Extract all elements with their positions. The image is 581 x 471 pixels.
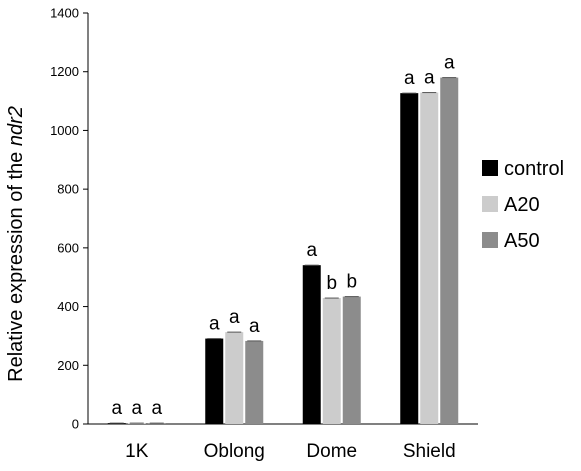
y-axis-label: Relative expression of the ndr2 [5, 106, 27, 382]
x-tick-label: Oblong [204, 441, 265, 462]
x-tick-label: Dome [306, 441, 357, 462]
legend-swatch [482, 196, 498, 212]
legend-swatch [482, 232, 498, 248]
bar [245, 340, 264, 424]
bars: a a aa a aab ba aa [107, 53, 459, 425]
y-tick-label: 0 [72, 417, 79, 432]
bar [302, 265, 321, 424]
x-tick-label: 1K [125, 441, 149, 462]
significance-label: b [326, 273, 337, 294]
legend-label: A20 [504, 194, 540, 216]
y-tick-label: 800 [57, 182, 79, 197]
y-tick-label: 400 [57, 299, 79, 314]
significance-label: a [209, 314, 220, 335]
bar [400, 93, 419, 425]
significance-label: a [306, 240, 317, 261]
bar [342, 296, 361, 424]
significance-label: a [111, 398, 122, 419]
significance-label: a [424, 68, 435, 89]
bar [225, 332, 244, 424]
significance-label: a [151, 398, 162, 419]
bar [322, 298, 341, 424]
significance-label: a [404, 68, 415, 89]
legend-label: control [504, 158, 564, 180]
bar [440, 77, 459, 424]
y-axis-label-gene: ndr2 [5, 106, 27, 146]
significance-label: a [131, 398, 142, 419]
y-tick-label: 1000 [50, 123, 79, 138]
significance-label: a [229, 307, 240, 328]
legend-label: A50 [504, 230, 540, 252]
y-tick-label: 600 [57, 240, 79, 255]
y-tick-label: 200 [57, 358, 79, 373]
legend-swatch [482, 160, 498, 176]
significance-label: a [444, 53, 455, 74]
y-tick-label: 1400 [50, 6, 79, 21]
x-tick-label: Shield [403, 441, 456, 462]
axes: 0 200 400 600 800 1000 1200 1400 1K Oblong Dome Shi… [50, 6, 478, 462]
legend: control A20 A50 [482, 158, 564, 252]
bar [420, 92, 439, 424]
y-axis-label-prefix: Relative expression of the [5, 146, 27, 382]
significance-label: b [346, 272, 357, 293]
bar [205, 338, 224, 424]
y-tick-label: 1200 [50, 64, 79, 79]
significance-label: a [249, 316, 260, 337]
